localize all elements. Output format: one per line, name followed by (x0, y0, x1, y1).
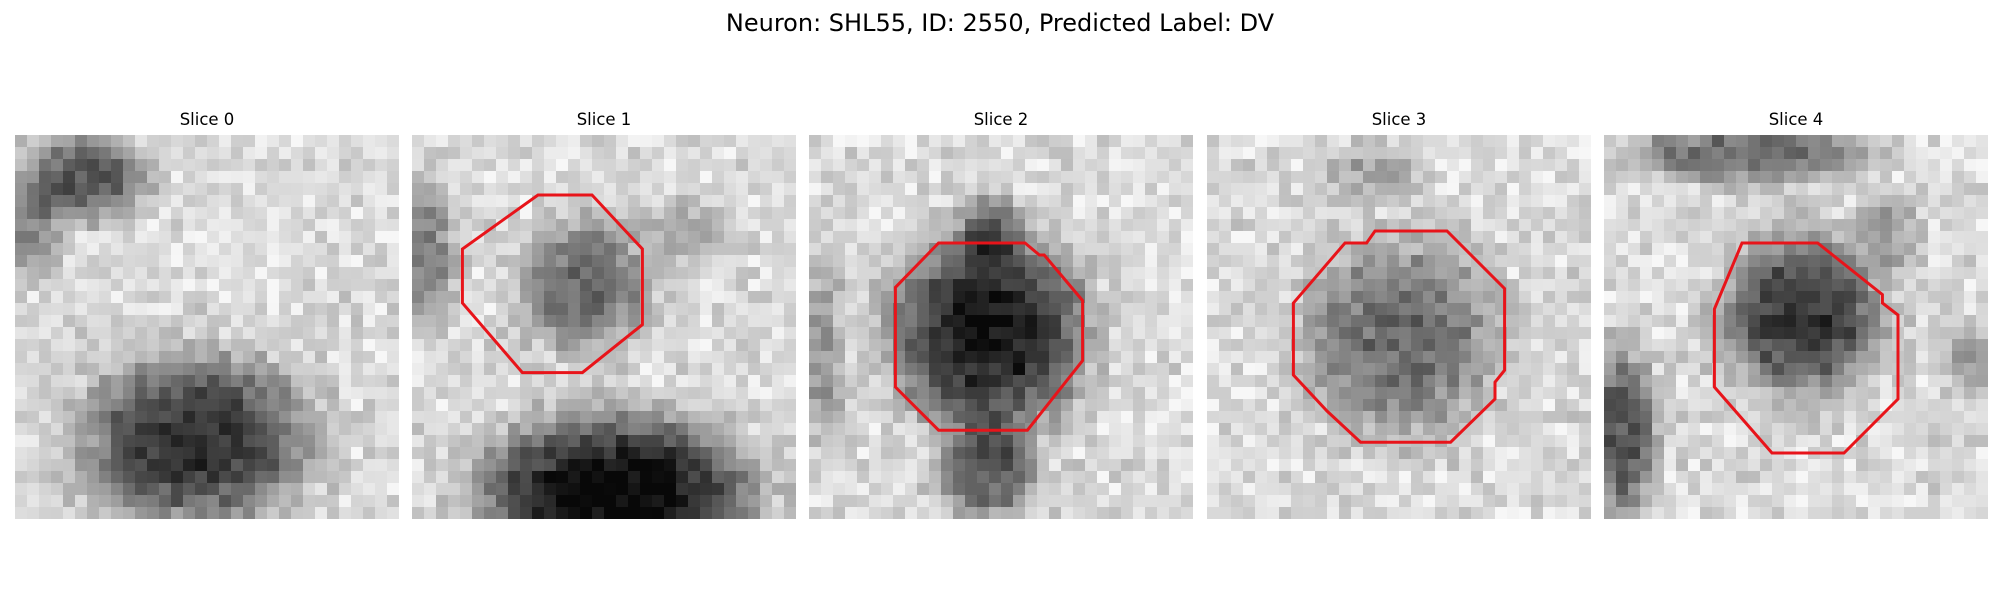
slice-title-4: Slice 4 (1768, 110, 1824, 129)
pixel-grid-4 (1604, 135, 1988, 519)
slice-title-1: Slice 1 (576, 110, 632, 129)
slice-title-3: Slice 3 (1371, 110, 1427, 129)
slice-image-1 (412, 135, 796, 519)
slice-image-2 (809, 135, 1193, 519)
roi-contour-3 (1291, 229, 1507, 444)
slice-image-3 (1207, 135, 1591, 519)
slice-image-0 (15, 135, 399, 519)
slice-title-0: Slice 0 (179, 110, 235, 129)
pixel-grid-2 (809, 135, 1193, 519)
slice-title-2: Slice 2 (973, 110, 1029, 129)
pixel-grid-1 (412, 135, 796, 519)
pixel-grid-3 (1207, 135, 1591, 519)
roi-contour-4 (1712, 241, 1900, 455)
roi-contour-2 (893, 241, 1085, 432)
roi-contour-1 (460, 193, 644, 375)
pixel-grid-0 (15, 135, 399, 519)
slice-image-4 (1604, 135, 1988, 519)
figure-title: Neuron: SHL55, ID: 2550, Predicted Label… (725, 9, 1275, 37)
